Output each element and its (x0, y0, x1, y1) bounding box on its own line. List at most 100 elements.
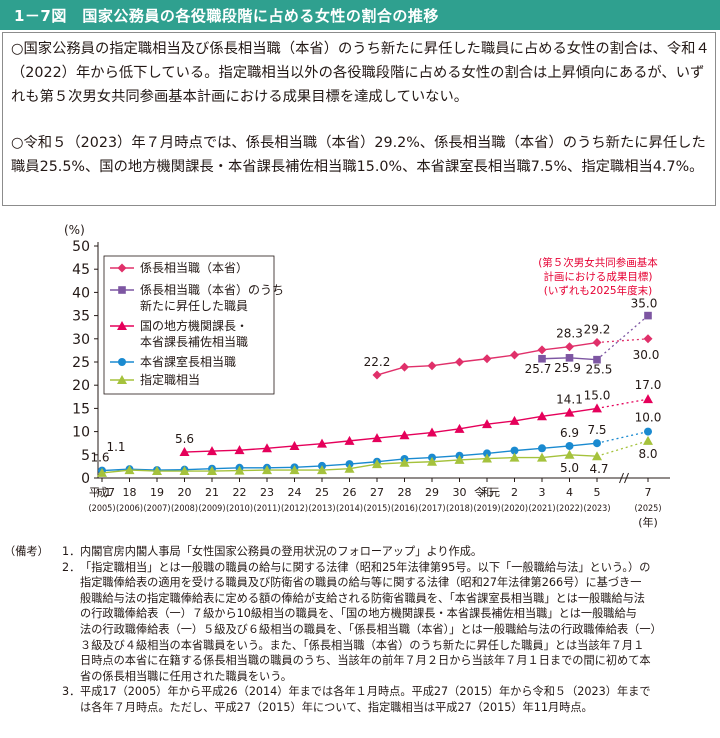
x-tick-label-era: 2 (511, 486, 518, 499)
data-point (399, 430, 410, 440)
figure-title: 1－7図 国家公務員の各役職段階に占める女性の割合の推移 (14, 7, 439, 25)
data-point (372, 433, 382, 443)
notes-head: （備考） (4, 545, 49, 558)
data-point (317, 438, 327, 448)
y-tick-label: 0 (81, 471, 90, 487)
notes-section: （備考） 1． 内閣官房内閣人事局「女性国家公務員の登用状況のフォローアップ」よ… (4, 544, 716, 716)
x-tick-label-year: (2011) (254, 504, 281, 514)
data-point (179, 466, 190, 476)
data-point (510, 446, 519, 455)
legend-label: 国の地方機関課長・ (140, 318, 248, 333)
x-tick-label-year: (2023) (584, 504, 611, 514)
y-tick-label: 45 (72, 262, 90, 278)
data-label: 29.2 (584, 323, 611, 337)
target-annotation: (いずれも2025年度末) (544, 284, 652, 297)
x-tick-label-era: 平成17 (89, 486, 115, 499)
x-tick-label-era: 25 (315, 486, 329, 499)
data-label: 25.9 (554, 361, 581, 375)
data-point (152, 466, 162, 476)
x-tick-label-year: (2019) (474, 504, 501, 514)
data-label: 25.7 (525, 362, 552, 376)
x-tick-label-year: (2012) (281, 504, 308, 514)
target-projection-line (596, 315, 649, 361)
x-tick-label-year: (2017) (419, 504, 446, 514)
data-point (593, 439, 601, 448)
data-point (372, 459, 382, 469)
x-tick-label-era: 21 (205, 486, 219, 499)
legend-label: 本省課室長相当職 (140, 354, 236, 369)
data-point (262, 443, 272, 453)
y-tick-label: 35 (72, 309, 90, 325)
data-point (234, 465, 245, 475)
x-tick-label-year: (2010) (226, 504, 253, 514)
data-point (537, 411, 547, 421)
legend-swatch-marker (117, 263, 127, 273)
data-label: 5.6 (175, 432, 194, 446)
target-projection-line (596, 398, 649, 410)
x-tick-label-year: (2016) (391, 504, 418, 514)
data-point (483, 449, 491, 458)
y-tick-label: 20 (72, 378, 90, 394)
line-chart: (%)05101520253035404550平成17(2005)18(2006… (64, 223, 670, 529)
x-tick-label-year: (2025) (635, 504, 662, 514)
x-tick-label-era: 4 (566, 486, 573, 499)
data-label: 14.1 (556, 393, 583, 407)
data-point (565, 342, 574, 352)
x-tick-label-era: 23 (260, 486, 274, 499)
y-tick-label: 40 (72, 285, 90, 301)
data-point (564, 407, 575, 417)
target-label: 17.0 (635, 378, 662, 392)
x-tick-label-era: 3 (539, 486, 546, 499)
note-line: 「指定職相当」とは一般職の職員の給与に関する法律（昭和25年法律第95号。以下「… (80, 560, 651, 574)
x-tick-label-year: (2007) (144, 504, 171, 514)
x-tick-label-year: (2015) (364, 504, 391, 514)
x-tick-label-era: 29 (425, 486, 439, 499)
x-tick-label-year: (2020) (501, 504, 528, 514)
note-line: 内閣官房内閣人事局「女性国家公務員の登用状況のフォローアップ」より作成。 (80, 545, 483, 558)
x-axis-unit: (年) (638, 515, 658, 529)
data-point (427, 427, 437, 437)
data-label: 4.7 (589, 462, 608, 476)
target-point (643, 435, 653, 445)
x-tick-label-era: 27 (370, 486, 384, 499)
data-point (538, 444, 546, 453)
x-tick-label-era: 20 (178, 486, 192, 499)
data-point (399, 457, 410, 467)
data-label: 22.2 (364, 355, 391, 369)
series-line (184, 407, 598, 453)
note-line: 省の係長相当職に任用された職員をいう。 (80, 669, 292, 683)
x-tick-label-era: 18 (123, 486, 137, 499)
data-label: 28.3 (556, 327, 583, 341)
x-tick-label-era: 5 (594, 486, 601, 499)
title-bar: 1－7図 国家公務員の各役職段階に占める女性の割合の推移 (0, 0, 720, 30)
x-tick-label-era: 19 (150, 486, 164, 499)
data-point (482, 453, 492, 463)
data-label: 25.5 (586, 363, 613, 377)
data-point (207, 466, 217, 476)
legend-swatch-marker (117, 375, 127, 384)
note-line: 指定職俸給表の適用を受ける職員及び防衛省の職員の給与等に関する法律（昭和27年法… (80, 576, 642, 590)
x-tick-label-era: 28 (398, 486, 412, 499)
target-label: 30.0 (633, 348, 660, 362)
target-label: 8.0 (638, 447, 657, 461)
data-label: 1.6 (90, 451, 109, 465)
data-point (510, 350, 519, 360)
note-line: 般職給与法の指定職俸給表に定める額の俸給が支給される防衛省職員を、「本省課室長相… (80, 591, 645, 605)
y-tick-label: 25 (72, 355, 90, 371)
data-point (289, 465, 300, 475)
target-point (644, 427, 652, 436)
data-point (372, 370, 382, 380)
data-point (344, 463, 355, 473)
target-annotation: 計画における成果目標) (543, 270, 652, 283)
x-tick-label-era: 26 (343, 486, 357, 499)
data-point (509, 452, 520, 462)
x-tick-label-year: (2009) (199, 504, 226, 514)
data-point (537, 452, 547, 462)
x-tick-label-year: (2005) (89, 504, 116, 514)
note-1: （備考） 1． 内閣官房内閣人事局「女性国家公務員の登用状況のフォローアップ」よ… (4, 544, 716, 560)
note-2: 2． 「指定職相当」とは一般職の職員の給与に関する法律（昭和25年法律第95号。… (4, 560, 716, 685)
y-tick-label: 10 (72, 425, 90, 441)
x-tick-label-year: (2013) (309, 504, 336, 514)
data-label: 7.5 (587, 423, 606, 437)
target-projection-line (596, 338, 649, 344)
